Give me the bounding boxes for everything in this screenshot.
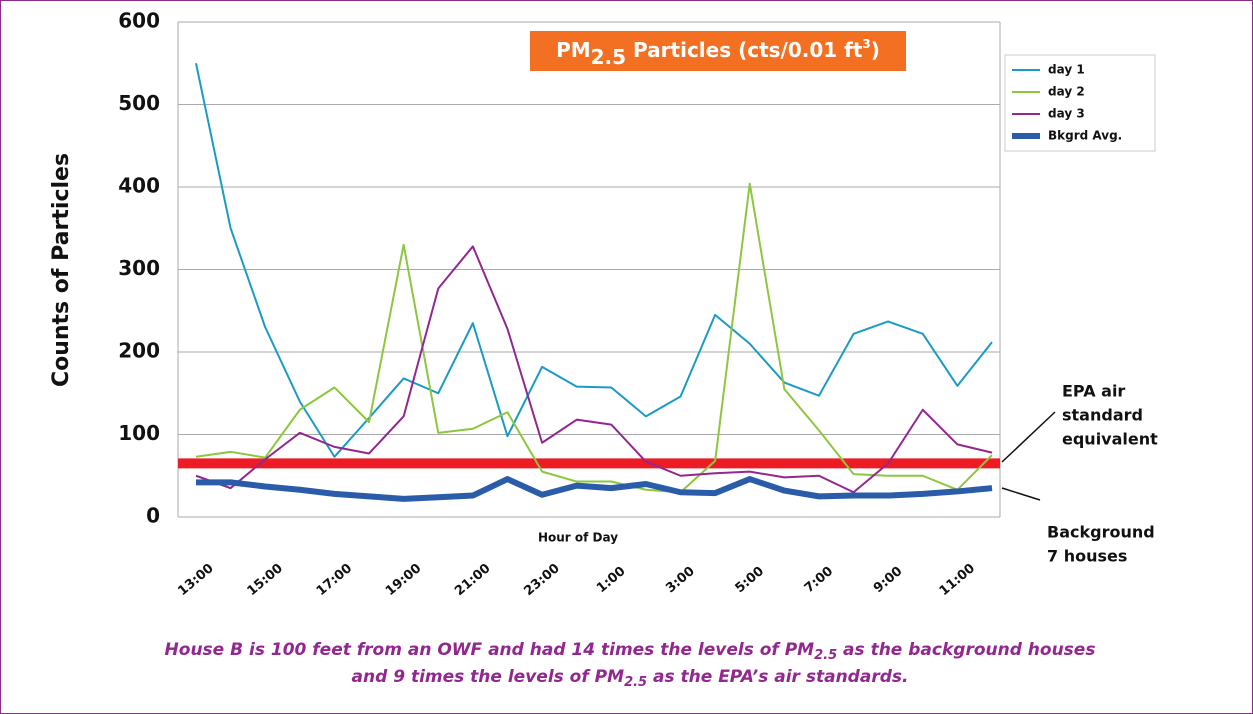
y-tick-label: 600 [118,9,160,33]
caption-part: and 9 times the levels of PM [352,667,625,687]
legend-label: day 3 [1048,107,1085,121]
x-axis-label: Hour of Day [538,531,618,545]
y-tick-label: 0 [146,504,160,528]
series-line [195,245,993,494]
y-tick-label: 400 [118,174,160,198]
background-label: 7 houses [1047,547,1127,566]
x-tick-label: 19:00 [383,561,424,599]
x-tick-label: 13:00 [175,561,216,599]
chart-title: PM2.5 Particles (cts/0.01 ft3) [556,37,880,69]
x-tick-label: 17:00 [314,561,355,599]
y-tick-label: 200 [118,339,160,363]
background-label: Background [1047,523,1155,542]
legend-label: Bkgrd Avg. [1048,129,1122,143]
title-part: Particles (cts/0.01 ft [626,38,863,62]
x-tick-label: 23:00 [521,561,562,599]
epa-pointer [1001,411,1056,463]
y-tick-label: 300 [118,256,160,280]
series-line [195,182,993,494]
caption-sub: 2.5 [814,648,837,663]
title-box [530,31,906,71]
x-tick-label: 3:00 [663,564,697,596]
y-tick-label: 100 [118,421,160,445]
title-sup: 3 [862,37,870,51]
background-pointer [1001,487,1041,501]
epa-label: standard [1062,406,1143,425]
y-tick-label: 500 [118,91,160,115]
y-axis-label: Counts of Particles [49,153,74,387]
x-tick-label: 15:00 [245,561,286,599]
title-sub: 2.5 [591,45,626,69]
series-line [195,63,993,458]
legend-label: day 1 [1048,63,1085,77]
caption-part: House B is 100 feet from an OWF and had … [165,640,815,660]
x-tick-label: 5:00 [733,564,767,596]
epa-label: EPA air [1062,382,1125,401]
caption: House B is 100 feet from an OWF and had … [165,640,1096,663]
caption: and 9 times the levels of PM2.5 as the E… [352,667,909,690]
x-tick-label: 21:00 [452,561,493,599]
series-line [196,476,993,502]
x-tick-label: 11:00 [937,561,978,599]
caption-part: as the EPA’s air standards. [647,667,908,687]
x-tick-label: 1:00 [594,564,628,596]
legend-label: day 2 [1048,85,1085,99]
caption-sub: 2.5 [624,675,647,690]
caption-part: as the background houses [837,640,1095,660]
x-tick-label: 9:00 [871,564,905,596]
title-part: ) [871,38,880,62]
title-part: PM [556,38,591,62]
x-tick-label: 7:00 [802,564,836,596]
epa-label: equivalent [1062,430,1158,449]
